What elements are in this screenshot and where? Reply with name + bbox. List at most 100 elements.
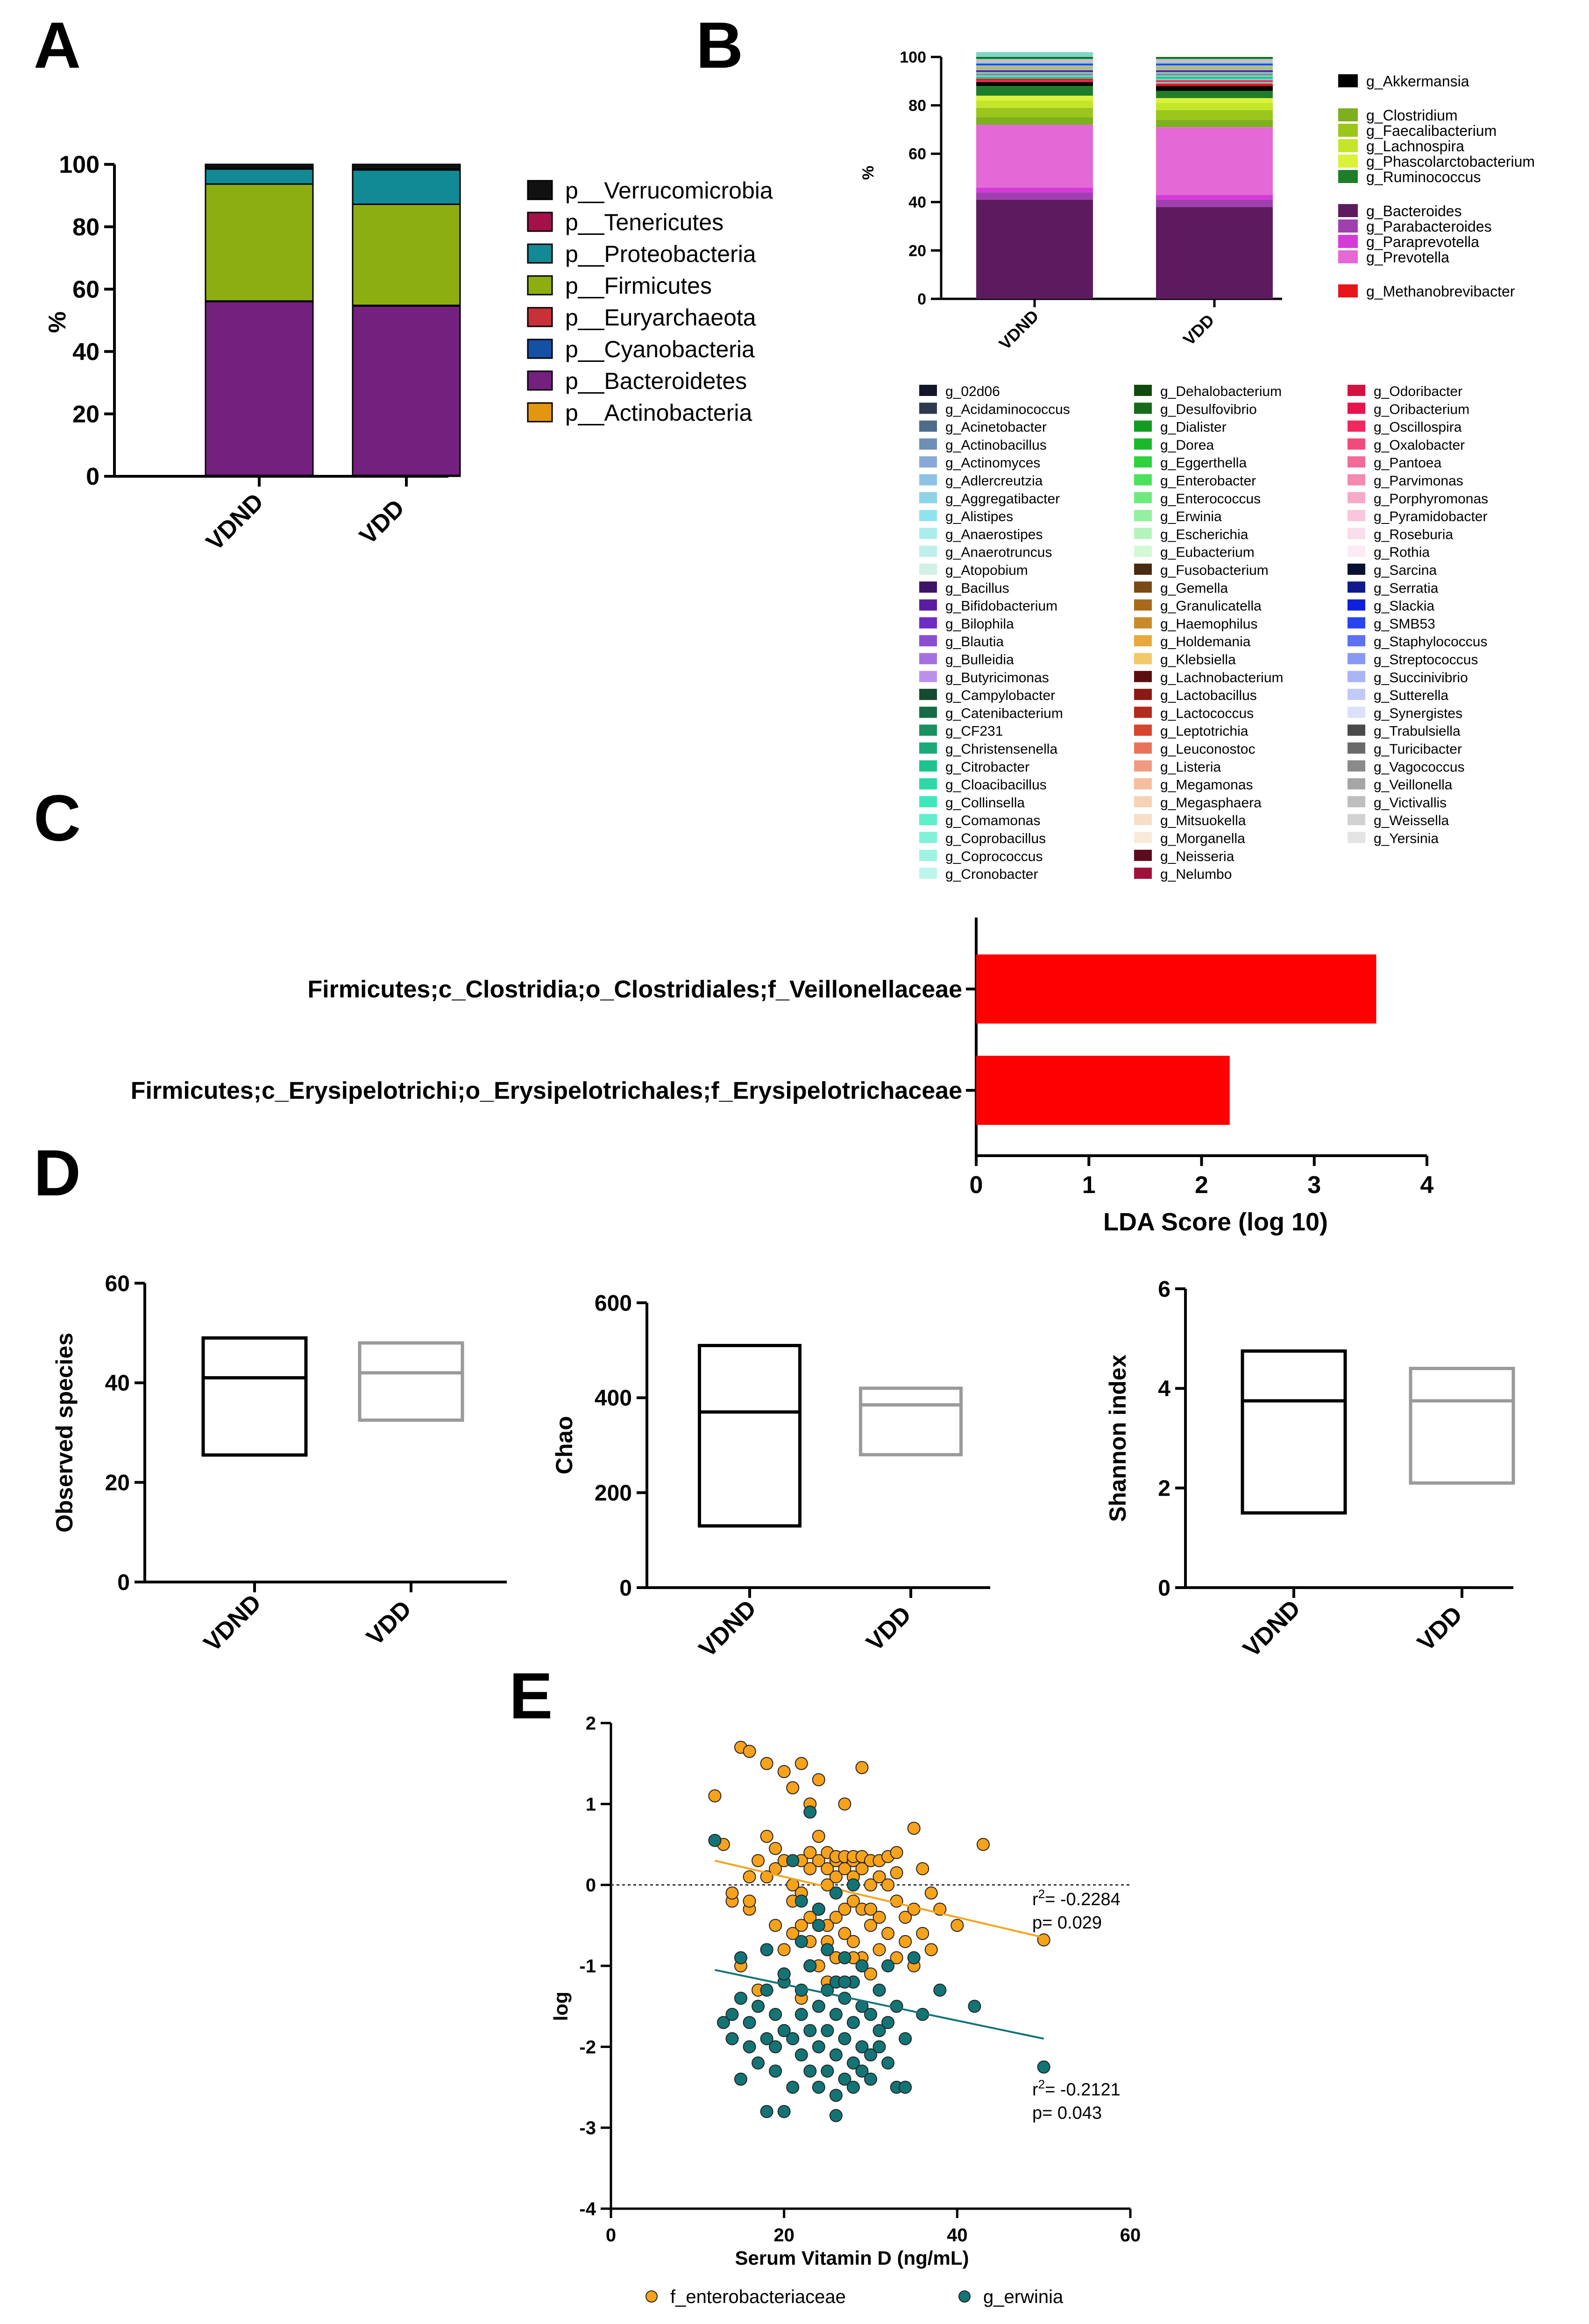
b-other-legend-label: g_Listeria bbox=[1160, 759, 1221, 775]
e-point-gerwinia bbox=[829, 2008, 843, 2021]
a-legend-swatch bbox=[527, 275, 553, 296]
b-other-legend-swatch bbox=[1134, 760, 1152, 772]
b-other-legend-swatch bbox=[1348, 528, 1365, 539]
b-bar-minor-stripe bbox=[976, 80, 1093, 82]
e-point-fenterobacteriaceae bbox=[803, 1911, 817, 1924]
e-point-fenterobacteriaceae bbox=[890, 1951, 903, 1964]
a-bar-segment-pbacteroidetes-vdnd bbox=[205, 301, 314, 476]
b-other-legend-label: g_Yersinia bbox=[1374, 831, 1439, 847]
a-legend-label: p__Euryarchaeota bbox=[565, 304, 756, 331]
b-other-legend-swatch bbox=[919, 742, 937, 754]
b-other-legend-label: g_Enterococcus bbox=[1160, 491, 1261, 507]
e-point-gerwinia bbox=[786, 1854, 800, 1867]
b-other-legend-swatch bbox=[919, 868, 937, 879]
b-other-legend-swatch bbox=[1134, 742, 1152, 754]
a-legend-label: p__Verrucomicrobia bbox=[565, 177, 773, 204]
b-bar-segment-gakkermansia-vdd bbox=[1156, 86, 1273, 91]
b-other-legend-swatch bbox=[1134, 796, 1152, 807]
b-other-legend-label: g_Rothia bbox=[1374, 545, 1430, 560]
a-bar-segment-pfirmicutes-vdnd bbox=[205, 183, 314, 302]
c-lda-bar-2 bbox=[976, 1056, 1230, 1125]
e-r2-annotation-1: r2= -0.2284 bbox=[1032, 1887, 1121, 1909]
b-other-legend-swatch bbox=[919, 492, 937, 503]
b-other-legend-swatch bbox=[1348, 814, 1365, 826]
a-y-tick-label: 40 bbox=[72, 339, 99, 366]
b-other-legend-label: g_Dehalobacterium bbox=[1160, 384, 1282, 399]
d3-y-tick-label: 2 bbox=[1158, 1476, 1170, 1501]
b-other-legend-swatch bbox=[919, 385, 937, 396]
c-category-label-2: Firmicutes;c_Erysipelotrichi;o_Erysipelo… bbox=[131, 1077, 962, 1104]
b-legend-swatch bbox=[1338, 204, 1358, 217]
b-other-legend-label: g_Klebsiella bbox=[1160, 652, 1236, 668]
e-point-gerwinia bbox=[821, 1943, 834, 1957]
e-point-gerwinia bbox=[899, 2032, 912, 2045]
e-x-tick-label: 60 bbox=[1120, 2225, 1141, 2246]
a-legend-label: p__Proteobacteria bbox=[565, 241, 756, 267]
e-p-annotation-2: p= 0.043 bbox=[1032, 2103, 1102, 2123]
b-other-legend-label: g_Christensenella bbox=[945, 742, 1057, 757]
a-bar-segment-pproteobacteria-vdnd bbox=[205, 168, 314, 185]
b-other-legend-swatch bbox=[1134, 403, 1152, 414]
e-point-fenterobacteriaceae bbox=[890, 1846, 903, 1859]
b-other-legend-label: g_Bilophila bbox=[945, 616, 1014, 632]
e-point-fenterobacteriaceae bbox=[829, 1911, 843, 1924]
a-legend-swatch bbox=[527, 402, 553, 423]
b-other-legend-label: g_Aggregatibacter bbox=[945, 491, 1060, 507]
e-point-fenterobacteriaceae bbox=[812, 1854, 825, 1867]
e-point-fenterobacteriaceae bbox=[743, 1870, 756, 1884]
b-other-legend-swatch bbox=[919, 545, 937, 557]
b-other-legend-label: g_Neisseria bbox=[1160, 849, 1234, 864]
e-point-gerwinia bbox=[864, 2048, 877, 2062]
b-other-legend-label: g_Dialister bbox=[1160, 420, 1227, 435]
b-bar-segment-gfaecalibacterium-vdd bbox=[1156, 110, 1273, 120]
b-bar-segment-gparaprevotella-vdnd bbox=[976, 187, 1093, 193]
e-point-gerwinia bbox=[812, 1902, 825, 1916]
e-point-gerwinia bbox=[864, 2008, 877, 2021]
e-point-fenterobacteriaceae bbox=[976, 1838, 990, 1851]
b-other-legend-swatch bbox=[1134, 474, 1152, 486]
b-y-tick-label: 60 bbox=[908, 145, 926, 163]
e-point-gerwinia bbox=[821, 2024, 834, 2037]
b-other-legend-swatch bbox=[1348, 510, 1365, 522]
b-other-legend-swatch bbox=[1348, 706, 1365, 718]
b-other-legend-swatch bbox=[1134, 438, 1152, 450]
b-other-legend-label: g_Lactococcus bbox=[1160, 706, 1254, 721]
b-legend-swatch bbox=[1338, 74, 1358, 87]
b-bar-segment-gparabacteroides-vdd bbox=[1156, 199, 1273, 207]
b-other-legend-label: g_Succinivibrio bbox=[1374, 670, 1468, 685]
b-other-legend-label: g_Acinetobacter bbox=[945, 420, 1047, 435]
b-other-legend-label: g_Campylobacter bbox=[945, 688, 1055, 703]
b-other-legend-swatch bbox=[1348, 456, 1365, 468]
e-point-gerwinia bbox=[855, 2040, 869, 2054]
b-other-legend-label: g_Escherichia bbox=[1160, 527, 1248, 542]
d3-y-axis-title: Shannon index bbox=[1105, 1355, 1131, 1522]
e-y-tick-label: -1 bbox=[579, 1956, 596, 1977]
b-other-legend-swatch bbox=[1348, 724, 1365, 736]
d2-y-axis-title: Chao bbox=[551, 1416, 577, 1475]
b-other-legend-swatch bbox=[919, 706, 937, 718]
c-lda-bar-1 bbox=[976, 954, 1376, 1024]
e-y-axis-title: log bbox=[550, 1992, 572, 2021]
a-legend-swatch bbox=[527, 212, 553, 232]
e-point-gerwinia bbox=[846, 2016, 860, 2029]
b-other-legend-label: g_Citrobacter bbox=[945, 759, 1029, 775]
e-point-gerwinia bbox=[812, 1919, 825, 1932]
b-y-tick-label: 0 bbox=[917, 290, 926, 308]
b-other-legend-label: g_Morganella bbox=[1160, 831, 1245, 847]
e-point-fenterobacteriaceae bbox=[855, 1761, 869, 1774]
b-other-legend-swatch bbox=[1348, 438, 1365, 450]
b-other-legend-swatch bbox=[919, 671, 937, 682]
d2-y-tick-label: 200 bbox=[595, 1481, 632, 1505]
b-bar-segment-gbacteroides-vdd bbox=[1156, 207, 1273, 299]
e-point-gerwinia bbox=[760, 1984, 773, 1997]
c-x-axis-title: LDA Score (log 10) bbox=[1103, 1208, 1328, 1236]
e-point-gerwinia bbox=[752, 1999, 765, 2013]
e-point-gerwinia bbox=[777, 2024, 791, 2037]
e-y-tick-label: -4 bbox=[579, 2199, 596, 2219]
e-point-fenterobacteriaceae bbox=[725, 1886, 739, 1900]
b-legend-swatch bbox=[1338, 284, 1358, 297]
b-other-legend-swatch bbox=[1348, 545, 1365, 557]
b-other-legend-swatch bbox=[919, 724, 937, 736]
b-other-legend-swatch bbox=[1134, 617, 1152, 629]
e-point-gerwinia bbox=[838, 2032, 851, 2045]
